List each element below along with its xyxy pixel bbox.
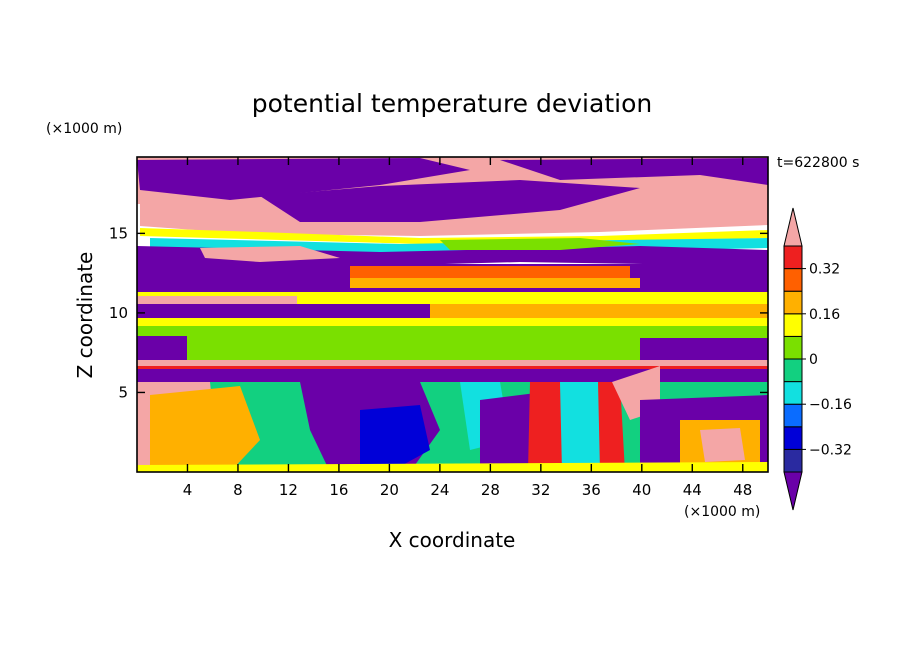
y-axis-ticks: 5 10 15 — [109, 224, 768, 401]
convective-red-plume — [528, 382, 565, 472]
x-tick-label: 8 — [233, 481, 243, 499]
x-axis-label: X coordinate — [389, 528, 516, 552]
stratified-orange-band — [430, 304, 768, 318]
contour-plot-area — [137, 157, 768, 472]
colorbar-swatch — [783, 268, 803, 292]
convective-orange-plume — [150, 386, 260, 472]
colorbar-label: 0 — [809, 352, 818, 368]
upper-purple-streak — [137, 158, 470, 200]
x-tick-label: 24 — [430, 481, 449, 499]
colorbar-swatch — [783, 335, 803, 360]
colorbar-swatch — [783, 448, 803, 473]
inversion-pink-layer — [137, 360, 768, 366]
x-axis-ticks: 4 8 12 16 20 24 28 32 36 40 44 48 — [183, 157, 752, 499]
x-tick-label: 16 — [329, 481, 348, 499]
x-tick-label: 20 — [380, 481, 399, 499]
x-tick-label: 28 — [481, 481, 500, 499]
stratified-orange-band — [350, 278, 640, 288]
convective-yellow-floor — [137, 462, 768, 472]
uniform-purple-right — [640, 338, 768, 360]
y-unit-label: (×1000 m) — [46, 121, 122, 137]
x-tick-label: 12 — [279, 481, 298, 499]
colorbar-label: −0.16 — [809, 397, 852, 413]
stratified-purple-band — [137, 304, 430, 318]
y-tick-label: 15 — [109, 224, 128, 242]
x-tick-label: 32 — [531, 481, 550, 499]
colorbar-swatch — [783, 403, 803, 428]
colorbar-swatch — [783, 381, 803, 405]
convective-red-plume — [598, 382, 625, 472]
colorbar-swatch — [783, 426, 803, 450]
time-label: t=622800 s — [777, 155, 859, 171]
upper-purple-streak — [260, 180, 640, 222]
upper-green-streak — [440, 238, 640, 250]
colorbar-swatch — [783, 313, 803, 337]
convective-blue-plume — [360, 405, 430, 472]
y-tick-label: 10 — [109, 304, 128, 322]
x-unit-label: (×1000 m) — [684, 504, 760, 520]
colorbar: 0.32 0.16 0 −0.16 −0.32 — [783, 207, 852, 511]
x-tick-label: 48 — [733, 481, 752, 499]
stratified-red-band — [350, 266, 630, 278]
y-tick-label: 5 — [118, 383, 128, 401]
convective-pink-plume — [700, 428, 745, 462]
x-tick-label: 44 — [683, 481, 702, 499]
colorbar-swatch — [783, 290, 803, 315]
stratified-pink-band — [137, 296, 297, 306]
colorbar-extend-low — [783, 471, 803, 511]
colorbar-label: −0.32 — [809, 442, 852, 458]
colorbar-swatch — [783, 245, 803, 270]
x-tick-label: 4 — [183, 481, 193, 499]
x-tick-label: 40 — [632, 481, 651, 499]
upper-yellow-streak — [140, 228, 768, 244]
colorbar-swatch — [783, 358, 803, 383]
upper-pink-streak — [200, 246, 340, 262]
plot-frame — [136, 156, 769, 473]
colorbar-label: 0.32 — [809, 262, 840, 278]
inversion-purple-layer — [137, 369, 768, 382]
convective-cyan-plume — [560, 382, 602, 472]
colorbar-label: 0.16 — [809, 307, 840, 323]
inversion-red-line — [137, 366, 768, 369]
uniform-purple-left — [137, 336, 187, 360]
x-tick-label: 36 — [582, 481, 601, 499]
colorbar-extend-high — [783, 207, 803, 247]
y-axis-label: Z coordinate — [73, 252, 97, 379]
chart-title: potential temperature deviation — [252, 89, 652, 118]
upper-purple-streak — [500, 158, 768, 185]
